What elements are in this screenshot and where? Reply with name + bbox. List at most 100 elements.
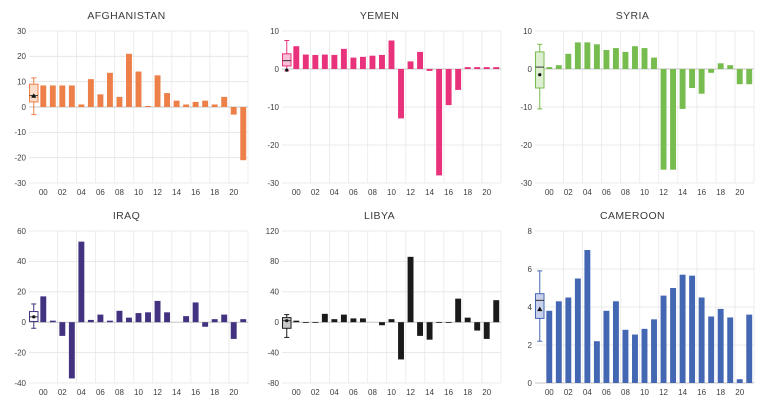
svg-text:06: 06	[349, 388, 358, 397]
svg-text:120: 120	[266, 227, 280, 236]
svg-text:-40: -40	[14, 379, 26, 388]
svg-text:00: 00	[292, 188, 301, 197]
svg-text:14: 14	[172, 388, 181, 397]
svg-text:20: 20	[482, 388, 491, 397]
svg-text:02: 02	[58, 188, 67, 197]
svg-text:-20: -20	[14, 153, 26, 162]
svg-text:0: 0	[22, 318, 27, 327]
chart-cameroon: CAMEROON 0 2 4 6 8 00 02 04 06 08 10 12 14 16 18 20	[506, 202, 759, 405]
chart-title-libya: LIBYA	[364, 210, 395, 222]
svg-text:20: 20	[735, 388, 744, 397]
svg-text:20: 20	[17, 288, 26, 297]
svg-text:18: 18	[716, 388, 725, 397]
svg-text:20: 20	[482, 188, 491, 197]
svg-text:12: 12	[659, 188, 668, 197]
chart-afghanistan: AFGHANISTAN -30 -20 -10 0 10 20 30 00 02 04 06 08 10…	[0, 2, 253, 202]
svg-text:10: 10	[270, 27, 279, 36]
svg-text:04: 04	[77, 388, 86, 397]
svg-text:10: 10	[523, 27, 532, 36]
svg-text:04: 04	[330, 188, 339, 197]
svg-text:-10: -10	[267, 103, 279, 112]
svg-text:80: 80	[270, 257, 279, 266]
svg-text:02: 02	[58, 388, 67, 397]
chart-canvas-syria: -30 -20 -10 0 10 00 02 04 06 08 10 12 14 16 18 20	[520, 27, 755, 197]
chart-libya: LIBYA -80 -40 0 40 80 120 00 02 04 06 08 10 12 14 16 18…	[253, 202, 506, 405]
svg-text:16: 16	[444, 188, 453, 197]
svg-text:06: 06	[96, 188, 105, 197]
svg-text:14: 14	[172, 188, 181, 197]
svg-text:18: 18	[210, 388, 219, 397]
chart-title-cameroon: CAMEROON	[599, 210, 666, 222]
svg-text:18: 18	[210, 188, 219, 197]
svg-text:16: 16	[191, 388, 200, 397]
chart-yemen: YEMEN -30 -20 -10 0 10 00 02 04 06 08 10 12 14 16 18 20	[253, 2, 506, 202]
svg-text:0: 0	[22, 103, 27, 112]
svg-text:0: 0	[528, 65, 533, 74]
svg-text:18: 18	[463, 388, 472, 397]
svg-text:16: 16	[697, 388, 706, 397]
chart-canvas-iraq: -40 -20 0 20 40 60 00 02 04 06 08 10 12 14 16 18 20	[14, 227, 249, 397]
svg-text:00: 00	[545, 388, 554, 397]
svg-text:04: 04	[330, 388, 339, 397]
svg-text:-20: -20	[14, 348, 26, 357]
chart-title-iraq: IRAQ	[112, 210, 141, 222]
svg-text:20: 20	[17, 52, 26, 61]
svg-text:-10: -10	[14, 128, 26, 137]
svg-text:6: 6	[528, 265, 533, 274]
chart-canvas-afghanistan: -30 -20 -10 0 10 20 30 00 02 04 06 08 10 12 14 16 18 20	[14, 27, 249, 197]
svg-text:18: 18	[463, 188, 472, 197]
svg-text:10: 10	[387, 188, 396, 197]
svg-text:20: 20	[229, 188, 238, 197]
svg-text:04: 04	[583, 388, 592, 397]
svg-text:20: 20	[229, 388, 238, 397]
svg-text:00: 00	[39, 388, 48, 397]
svg-text:10: 10	[640, 388, 649, 397]
svg-text:14: 14	[678, 188, 687, 197]
svg-text:12: 12	[153, 188, 162, 197]
svg-text:0: 0	[528, 379, 533, 388]
svg-text:04: 04	[77, 188, 86, 197]
svg-text:12: 12	[406, 388, 415, 397]
svg-text:10: 10	[134, 388, 143, 397]
svg-text:06: 06	[96, 388, 105, 397]
svg-text:14: 14	[425, 388, 434, 397]
svg-text:14: 14	[425, 188, 434, 197]
svg-text:12: 12	[153, 388, 162, 397]
svg-text:02: 02	[311, 188, 320, 197]
svg-text:16: 16	[697, 188, 706, 197]
chart-title-afghanistan: AFGHANISTAN	[87, 10, 166, 22]
svg-text:08: 08	[115, 388, 124, 397]
svg-text:16: 16	[191, 188, 200, 197]
svg-text:20: 20	[735, 188, 744, 197]
chart-iraq: IRAQ -40 -20 0 20 40 60 00 02 04 06 08 10 12 14 16 18 20	[0, 202, 253, 405]
svg-text:2: 2	[528, 341, 533, 350]
svg-text:10: 10	[134, 188, 143, 197]
chart-syria: SYRIA -30 -20 -10 0 10 00 02 04 06 08 10 12 14 16 18 20	[506, 2, 759, 202]
svg-text:02: 02	[564, 188, 573, 197]
svg-text:-30: -30	[520, 179, 532, 188]
svg-text:16: 16	[444, 388, 453, 397]
svg-text:08: 08	[621, 388, 630, 397]
svg-text:-40: -40	[267, 348, 279, 357]
svg-text:-20: -20	[520, 141, 532, 150]
svg-text:12: 12	[406, 188, 415, 197]
svg-text:40: 40	[17, 257, 26, 266]
svg-text:-30: -30	[267, 179, 279, 188]
svg-text:08: 08	[621, 188, 630, 197]
svg-text:0: 0	[275, 65, 280, 74]
svg-text:08: 08	[368, 388, 377, 397]
chart-title-syria: SYRIA	[615, 10, 650, 22]
svg-text:06: 06	[349, 188, 358, 197]
svg-text:14: 14	[678, 388, 687, 397]
svg-text:06: 06	[602, 388, 611, 397]
svg-text:10: 10	[17, 77, 26, 86]
svg-text:02: 02	[311, 388, 320, 397]
svg-text:06: 06	[602, 188, 611, 197]
svg-text:10: 10	[640, 188, 649, 197]
svg-text:-20: -20	[267, 141, 279, 150]
svg-text:0: 0	[275, 318, 280, 327]
svg-text:04: 04	[583, 188, 592, 197]
chart-canvas-libya: -80 -40 0 40 80 120 00 02 04 06 08 10 12 14 16 18 20	[266, 227, 502, 397]
svg-text:-80: -80	[267, 379, 279, 388]
